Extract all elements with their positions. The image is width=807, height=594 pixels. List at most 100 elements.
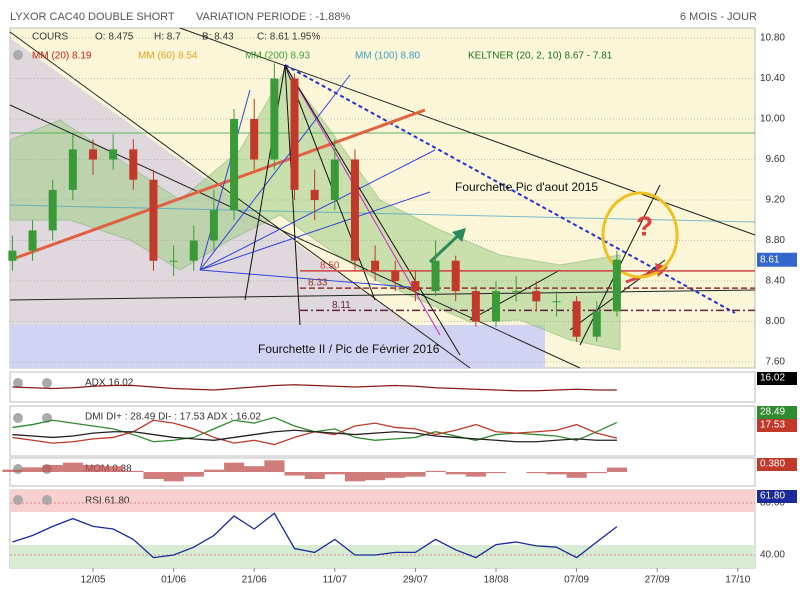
x-tick-label: 17/10 [725,575,750,586]
candle-body [592,311,601,337]
badge-bg [757,458,797,471]
y-tick-label: 9.60 [766,154,786,165]
mom-bar [546,472,567,475]
quote-item: H: 8.7 [154,32,181,43]
y-tick-label: 10.40 [760,73,785,84]
candle-body [371,260,380,271]
candle-body [612,259,621,312]
candle-body [48,189,57,231]
mom-bar [586,472,607,474]
candle-body [68,149,77,190]
mom-bar [445,472,466,475]
mom-bar [284,472,305,476]
x-tick-label: 01/06 [161,575,186,586]
candle-body [8,250,17,261]
quote-item: C: 8.61 1.95% [257,32,320,43]
rsi-overbought [10,490,755,512]
mom-bar [143,472,164,479]
mom-bar [304,472,325,479]
quote-item: B: 8.43 [202,32,234,43]
candle-body [189,240,198,261]
y-tick-label: 10.80 [760,33,785,44]
quote-item: O: 8.475 [95,32,134,43]
trend-line [9,108,426,262]
last-badge: 8.61 [760,254,780,265]
x-tick-label: 18/08 [483,575,508,586]
x-tick-label: 07/09 [564,575,589,586]
candle-body [532,291,541,302]
candle-body [411,281,420,292]
x-tick-label: 11/07 [323,575,348,586]
badge-bg [757,372,797,385]
indicator-badge: 61.80 [760,491,785,502]
mom-bar [83,465,104,472]
indicator-title: RSI 61.80 [85,496,130,507]
level-label: 8.50 [320,261,340,272]
indicator-badge: 16.02 [760,373,785,384]
legend-entry: MM (20) 8.19 [32,51,92,62]
x-tick-label: 12/05 [80,575,105,586]
badge-bg [757,252,797,267]
y-tick-label: 8.40 [766,276,786,287]
mom-bar [203,469,225,472]
indicator-line [12,512,618,559]
candle-body [471,291,480,322]
mom-bar [566,472,587,478]
mom-bar [103,466,124,472]
mom-bar [2,469,23,472]
candle-body [149,179,158,261]
y-tick-label: 8.00 [766,316,786,327]
mom-bar [425,470,446,472]
rsi-oversold [10,545,755,568]
candle-body [572,301,581,337]
legend-entry: KELTNER (20, 2, 10) 8.67 - 7.81 [468,51,613,62]
candle-body [28,230,37,251]
mom-bar [264,460,285,472]
shade-band [10,325,545,368]
candle-body [492,291,500,322]
y-tick-label: 8.80 [766,235,786,246]
candle-body [290,78,299,190]
x-tick-label: 29/07 [403,575,428,586]
badge-bg [757,406,797,419]
highlight-circle [601,191,679,279]
chart-title: LYXOR CAC40 DOUBLE SHORT [10,11,175,23]
mom-bar [62,462,83,472]
candle-body [512,291,521,293]
indicator-badge: 0.380 [760,459,785,470]
fan-lines [199,74,436,289]
adx-panel [9,371,756,403]
x-tick-label: 21/06 [242,575,267,586]
arrow-head [452,228,466,242]
candle-body [169,260,178,262]
annotation: ? [636,210,653,241]
mom-bar [324,472,345,475]
level-label: 8.33 [308,278,328,289]
annotation: Fourchette II / Pic de Février 2016 [258,342,440,356]
candle-body [230,119,239,211]
candle-body [109,149,118,160]
indicator-line [12,384,617,392]
y-tick-label: 40.00 [760,550,785,561]
trend-line [9,31,471,369]
mom-bar [224,462,245,472]
legend-entry: MM (100) 8.80 [355,51,420,62]
candle-body [552,301,561,303]
level-label: 8.11 [332,300,351,311]
candle-body [350,159,359,261]
mom-bar [365,472,386,481]
mom-bar [606,467,628,472]
candle-body [270,78,279,160]
trend-line [9,289,756,301]
indicator-badge: 28.49 [760,407,785,418]
mom-bar [465,472,486,477]
mom-bar [183,472,204,477]
mom-bar [123,470,144,472]
mom-bar [385,472,406,478]
y-tick-label: 80.00 [760,498,785,509]
y-tick-label: 10.00 [760,114,785,125]
legend-entry: MM (60) 8.54 [138,51,198,62]
mom-bar [244,466,265,472]
badge-bg [757,490,797,503]
candle-body [250,119,259,160]
